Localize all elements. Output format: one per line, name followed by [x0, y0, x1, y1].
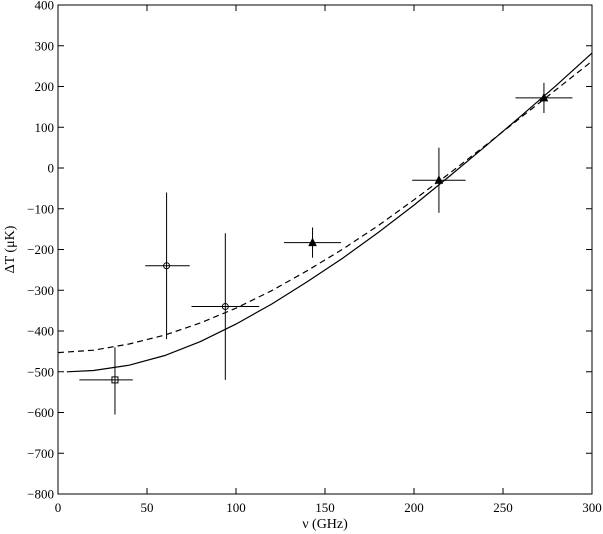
data-point [191, 233, 260, 380]
y-tick-label: −400 [27, 324, 54, 339]
triangle-marker [539, 92, 549, 102]
y-tick-label: −500 [27, 364, 54, 379]
circle-marker [163, 262, 171, 270]
y-tick-label: 200 [35, 79, 55, 94]
y-tick-label: 400 [35, 0, 55, 13]
tick-layer: 0 50 100 150 200 250 300 400 300 200 100 0 −100 −200 −… [27, 0, 602, 515]
x-tick-label: 200 [404, 500, 424, 515]
data-point [145, 192, 190, 340]
curve-layer [57, 52, 593, 373]
y-tick-label: 100 [35, 120, 55, 135]
y-tick-label: −100 [27, 201, 54, 216]
solid-model-curve [66, 52, 593, 373]
data-point [79, 347, 133, 415]
x-tick-label: 100 [226, 500, 246, 515]
x-tick-label: 300 [582, 500, 602, 515]
points-layer [79, 82, 573, 415]
x-tick-label: 50 [141, 500, 154, 515]
x-axis-label: ν (GHz) [302, 517, 348, 532]
y-tick-label: −200 [27, 242, 54, 257]
data-point [284, 227, 342, 258]
x-tick-label: 0 [55, 500, 62, 515]
y-tick-label: 300 [35, 38, 55, 53]
circle-marker [221, 303, 229, 311]
data-point [412, 147, 466, 213]
square-marker [111, 376, 119, 384]
triangle-marker [434, 175, 444, 184]
triangle-marker [308, 237, 317, 247]
x-tick-label: 150 [315, 500, 335, 515]
y-axis-label: ΔT (μK) [3, 225, 18, 273]
y-tick-label: −600 [27, 405, 54, 420]
data-point [515, 82, 573, 113]
plot-frame [57, 4, 593, 495]
y-tick-label: −800 [27, 487, 54, 502]
dashed-model-curve [57, 60, 593, 354]
y-tick-label: −700 [27, 446, 54, 461]
x-tick-label: 250 [493, 500, 513, 515]
y-tick-label: −300 [27, 283, 54, 298]
y-tick-label: 0 [48, 161, 55, 176]
